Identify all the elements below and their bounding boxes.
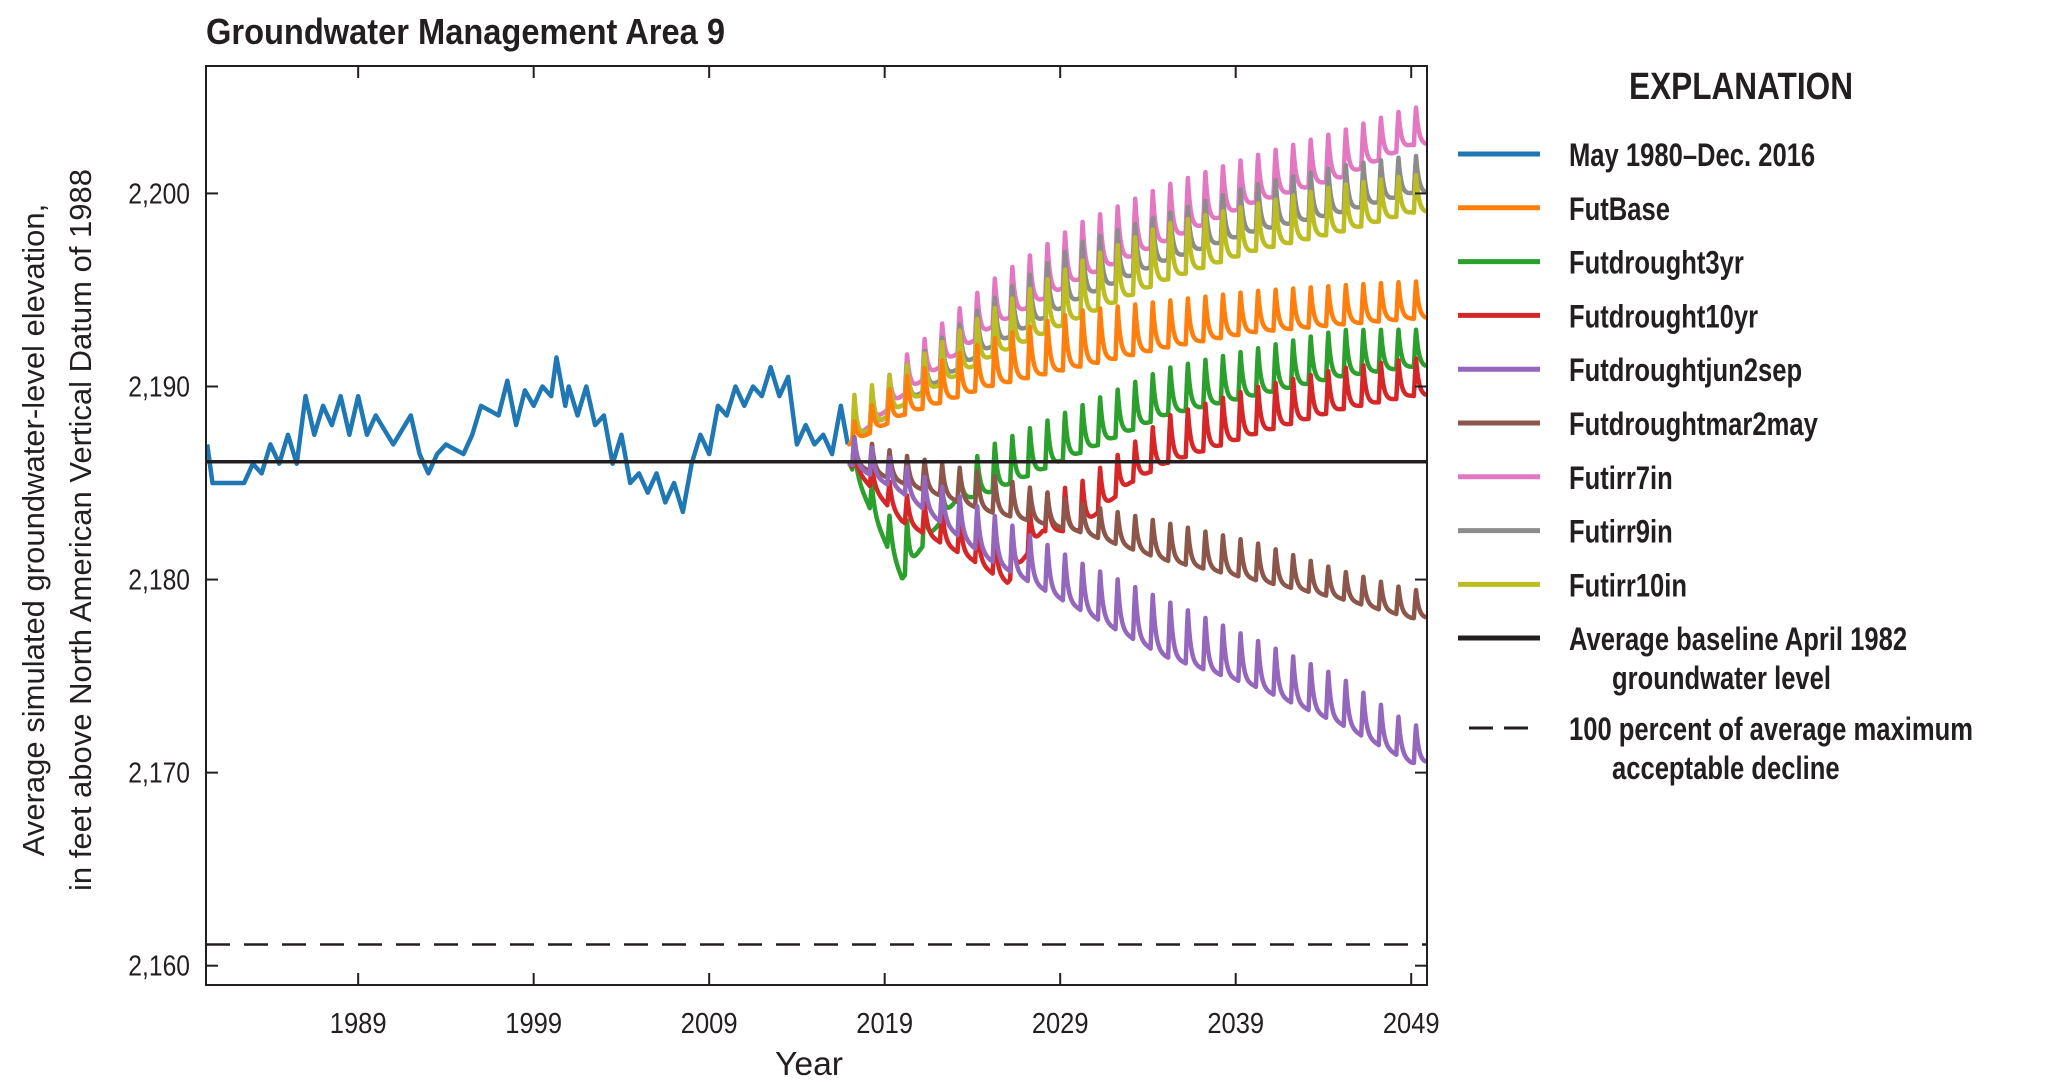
reference-lines	[206, 460, 1427, 946]
y-tick-label: 2,200	[128, 178, 190, 210]
y-axis-label-line-1: Average simulated groundwater-level elev…	[16, 204, 51, 857]
x-tick-label: 1999	[505, 1006, 562, 1039]
legend-label: May 1980–Dec. 2016	[1569, 138, 1815, 173]
x-tick-label: 1989	[330, 1006, 387, 1039]
x-tick-label: 2009	[681, 1006, 738, 1039]
x-tick-label: 2019	[856, 1006, 913, 1039]
y-tick-label: 2,190	[128, 371, 190, 403]
chart-title: Groundwater Management Area 9	[206, 11, 725, 52]
legend-label: FutBase	[1569, 192, 1670, 227]
plot-frame	[205, 65, 1428, 986]
axis-ticks: 1989 1999 2009 2019 2029 2039 2049 2,160 2,170 2,…	[128, 66, 1440, 1039]
y-tick-label: 2,180	[128, 564, 190, 596]
legend: EXPLANATION May 1980–Dec. 2016 FutBase Fut…	[1458, 66, 1973, 787]
series-line-futbase	[846, 279, 1428, 447]
legend-label: Futirr9in	[1569, 515, 1673, 550]
legend-label: Futdroughtmar2may	[1569, 407, 1818, 442]
legend-label: Futirr10in	[1569, 569, 1687, 604]
x-tick-label: 2049	[1383, 1006, 1440, 1039]
legend-label: Futdrought10yr	[1569, 300, 1758, 335]
y-tick-label: 2,170	[128, 757, 190, 789]
series-layer	[204, 105, 1428, 766]
legend-label: 100 percent of average maximum	[1569, 712, 1973, 747]
legend-title: EXPLANATION	[1629, 66, 1853, 108]
x-axis-label: Year	[775, 1045, 843, 1082]
legend-label: Average baseline April 1982	[1569, 622, 1907, 657]
y-axis-label-line-2: in feet above North American Vertical Da…	[63, 169, 98, 891]
legend-label-continued: acceptable decline	[1612, 751, 1840, 786]
series-line-futdroughtmar2may	[846, 435, 1428, 621]
series-line-historical	[204, 355, 851, 515]
x-tick-label: 2039	[1207, 1006, 1264, 1039]
legend-label-continued: groundwater level	[1612, 661, 1831, 696]
series-line-futdrought10yr	[846, 356, 1428, 585]
x-tick-label: 2029	[1032, 1006, 1089, 1039]
legend-label: Futirr7in	[1569, 461, 1673, 496]
legend-label: Futdroughtjun2sep	[1569, 354, 1802, 389]
series-line-futdroughtjun2sep	[846, 436, 1428, 766]
legend-label: Futdrought3yr	[1569, 246, 1744, 281]
y-tick-label: 2,160	[128, 950, 190, 982]
